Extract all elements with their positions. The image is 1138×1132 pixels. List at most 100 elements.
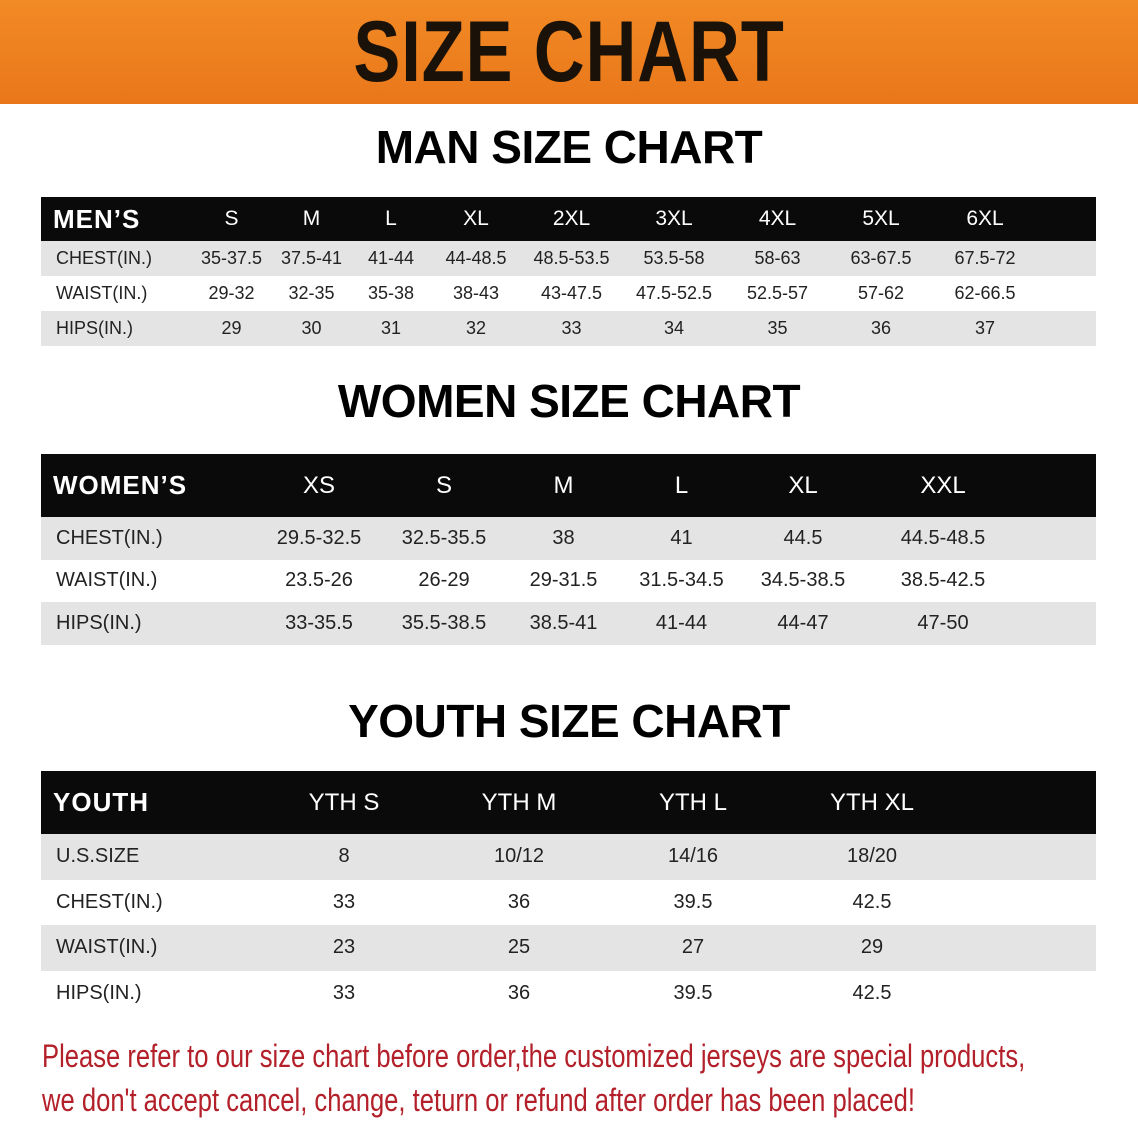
table-cell: XL [463, 207, 489, 230]
table-row: HIPS(IN.) 33 36 39.5 42.5 [41, 970, 1096, 1016]
table-cell: 33 [332, 890, 356, 913]
table-cell: 35 [767, 318, 788, 338]
women-section-title: WOMEN SIZE CHART [337, 375, 801, 427]
table-row: WAIST(IN.) 23 25 27 29 [41, 925, 1096, 971]
table-cell: 41-44 [367, 248, 415, 268]
table-cell: YTH M [481, 788, 557, 816]
table-cell: 34.5-38.5 [760, 569, 846, 592]
table-cell: 48.5-53.5 [533, 248, 610, 268]
table-cell: 32.5-35.5 [401, 526, 487, 549]
table-cell: YTH XL [829, 788, 915, 816]
table-cell: 42.5 [852, 890, 892, 913]
notice-line-1: Please refer to our size chart before or… [42, 1038, 1026, 1074]
men-section-title: MAN SIZE CHART [375, 121, 763, 173]
table-cell: YTH L [658, 788, 727, 816]
table-cell: 29.5-32.5 [276, 526, 362, 549]
table-cell: 27 [681, 936, 705, 959]
table-cell: 39.5 [673, 890, 713, 913]
table-cell: 23 [332, 936, 356, 959]
table-cell: 47-50 [917, 611, 969, 634]
table-cell: 37.5-41 [280, 248, 343, 268]
table-row: CHEST(IN.) 29.5-32.5 32.5-35.5 38 41 44.5 44.5… [41, 517, 1096, 560]
table-row: WAIST(IN.) 23.5-26 26-29 29-31.5 31.5-34.5 34… [41, 559, 1096, 602]
table-cell: 37 [974, 318, 996, 338]
table-cell: L [674, 471, 689, 499]
table-cell: 39.5 [673, 981, 713, 1004]
page-title: SIZE CHART [353, 4, 785, 100]
table-cell: XL [788, 471, 818, 499]
table-cell: 32 [465, 318, 487, 338]
table-cell: 29-31.5 [529, 569, 598, 592]
table-cell: 26-29 [418, 569, 470, 592]
table-cell: 2XL [552, 207, 591, 230]
table-cell: 6XL [966, 207, 1004, 230]
table-cell: 42.5 [852, 981, 892, 1004]
row-label: HIPS(IN.) [56, 318, 134, 338]
table-cell: 38-43 [452, 283, 500, 303]
youth-section-title: YOUTH SIZE CHART [348, 695, 790, 747]
row-label: WAIST(IN.) [56, 569, 158, 592]
table-cell: 10/12 [493, 845, 545, 868]
table-cell: 18/20 [846, 845, 898, 868]
table-cell: 58-63 [754, 248, 801, 268]
row-label: CHEST(IN.) [56, 890, 163, 913]
row-label: MEN’S [53, 203, 141, 234]
table-cell: 8 [338, 845, 350, 868]
row-label: HIPS(IN.) [56, 981, 142, 1004]
table-row: CHEST(IN.) 35-37.5 37.5-41 41-44 44-48.5 48.5… [41, 241, 1096, 276]
table-cell: 41 [670, 526, 693, 549]
row-label: WAIST(IN.) [56, 283, 148, 303]
row-label: CHEST(IN.) [56, 526, 163, 549]
table-cell: 29-32 [208, 283, 255, 303]
table-cell: 38.5-42.5 [900, 569, 986, 592]
table-cell: 62-66.5 [954, 283, 1016, 303]
header-row: WOMEN’S XS S M L XL XXL [41, 454, 1096, 517]
table-cell: M [553, 471, 574, 499]
table-cell: 31.5-34.5 [639, 569, 724, 592]
table-row: U.S.SIZE 8 10/12 14/16 18/20 [41, 834, 1096, 880]
table-cell: 5XL [862, 207, 900, 230]
table-cell: 29 [860, 936, 884, 959]
table-cell: 33 [561, 318, 582, 338]
table-cell: 38.5-41 [529, 611, 598, 634]
notice-line-2: we don't accept cancel, change, teturn o… [42, 1082, 915, 1118]
men-size-table: MEN’S S M L XL 2XL 3XL 4XL 5XL 6XL CHEST(IN.) 35-37… [41, 197, 1096, 346]
table-cell: S [435, 471, 452, 499]
table-cell: 3XL [655, 207, 693, 230]
table-cell: 53.5-58 [643, 248, 705, 268]
table-cell: YTH S [308, 788, 380, 816]
table-cell: 57-62 [857, 283, 905, 303]
table-cell: 4XL [758, 207, 797, 230]
table-cell: 52.5-57 [746, 283, 809, 303]
header-row: YOUTH YTH S YTH M YTH L YTH XL [41, 771, 1096, 834]
women-size-table: WOMEN’S XS S M L XL XXL CHEST(IN.) 29.5-32.5 32.5… [41, 454, 1096, 645]
banner: SIZE CHART [0, 0, 1138, 104]
table-cell: 44.5 [783, 526, 823, 549]
table-cell: 29 [221, 318, 242, 338]
table-cell: 35.5-38.5 [401, 611, 487, 634]
table-cell: 36 [507, 981, 531, 1004]
table-cell: XXL [920, 471, 966, 499]
table-cell: 33-35.5 [285, 611, 353, 634]
table-cell: 63-67.5 [850, 248, 912, 268]
table-cell: 33 [332, 981, 356, 1004]
table-cell: 36 [870, 318, 892, 338]
row-label: WAIST(IN.) [56, 936, 158, 959]
table-cell: 35-38 [367, 283, 415, 303]
row-label: WOMEN’S [53, 470, 188, 500]
table-cell: 38 [552, 526, 575, 549]
table-cell: 32-35 [288, 283, 335, 303]
table-cell: 67.5-72 [954, 248, 1016, 268]
row-label: CHEST(IN.) [56, 248, 152, 268]
table-row: CHEST(IN.) 33 36 39.5 42.5 [41, 879, 1096, 925]
table-cell: XS [302, 471, 335, 499]
table-cell: 43-47.5 [540, 283, 603, 303]
row-label: HIPS(IN.) [56, 611, 142, 634]
table-row: HIPS(IN.) 29 30 31 32 33 34 35 36 37 [41, 311, 1096, 346]
table-cell: 30 [301, 318, 322, 338]
table-cell: 44-48.5 [445, 248, 507, 268]
table-cell: 44-47 [777, 611, 829, 634]
table-cell: 25 [507, 936, 531, 959]
table-row: HIPS(IN.) 33-35.5 35.5-38.5 38.5-41 41-44 44-… [41, 602, 1096, 645]
table-cell: 14/16 [667, 845, 719, 868]
